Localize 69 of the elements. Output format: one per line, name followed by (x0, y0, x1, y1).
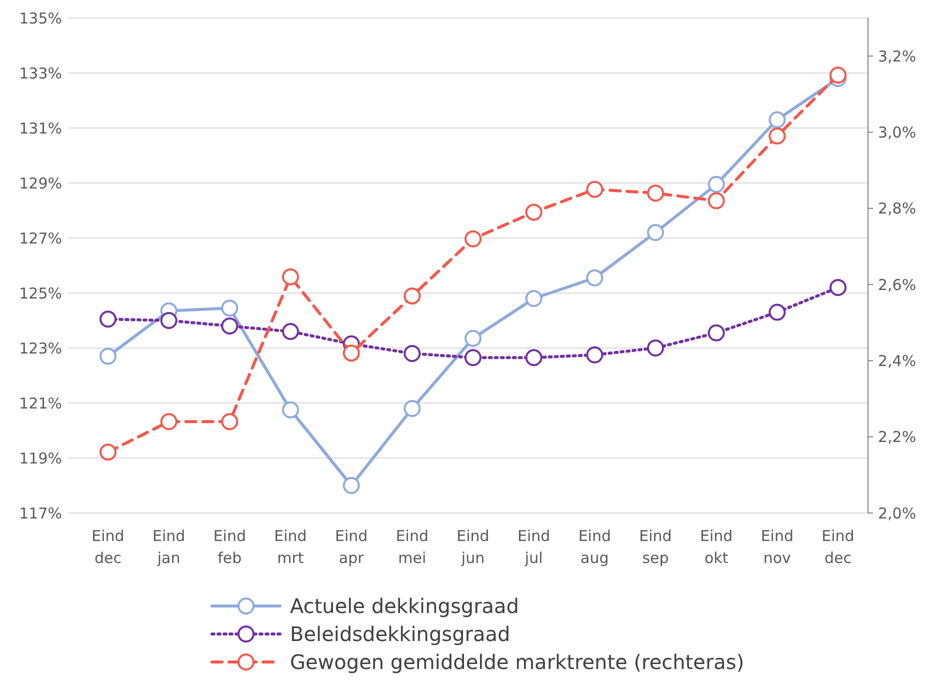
y-tick-label: 127% (19, 229, 62, 248)
legend-label: Gewogen gemiddelde marktrente (rechteras) (290, 650, 744, 674)
point (282, 323, 299, 340)
point (525, 349, 542, 366)
y-tick-label: 133% (19, 64, 62, 82)
y-tick-label: 131% (19, 119, 62, 138)
point (282, 268, 299, 286)
x-tick-label: Eind mei (396, 527, 429, 567)
point (768, 128, 786, 145)
point (342, 477, 360, 494)
point (464, 330, 482, 347)
point (768, 304, 786, 321)
point (221, 413, 238, 430)
point (586, 346, 604, 364)
y2-tick-label: 2,2% (878, 428, 916, 446)
y2-tick-label: 3,0% (878, 123, 916, 142)
x-tick-label: Eind aug (578, 527, 612, 567)
point (404, 287, 421, 304)
point (342, 344, 360, 362)
point (100, 348, 116, 365)
x-tick-label: Eind mrt (274, 527, 307, 567)
point (768, 111, 786, 128)
x-tick-label: Eind apr (334, 527, 368, 567)
point (160, 312, 178, 329)
y2-tick-label: 3,2% (878, 47, 916, 66)
y-tick-label: 135% (19, 9, 62, 28)
legend-label: Actuele dekkingsgraad (290, 594, 520, 618)
x-tick-label: Eind jun (456, 527, 490, 567)
y-tick-label: 125% (19, 284, 62, 302)
point (647, 184, 664, 202)
point (464, 349, 482, 366)
point (160, 413, 178, 430)
point (830, 66, 846, 84)
point (404, 345, 421, 362)
y2-tick-label: 2,0% (878, 504, 916, 522)
point (708, 192, 725, 210)
point (404, 400, 421, 417)
point (464, 230, 482, 248)
point (586, 269, 604, 286)
x-tick-label: Eind nov (760, 527, 794, 567)
x-tick-label: Eind jul (517, 527, 550, 567)
point (100, 444, 116, 461)
y2-tick-label: 2,4% (878, 352, 916, 370)
point (100, 310, 116, 328)
y-tick-label: 117% (19, 504, 62, 522)
point (830, 279, 846, 296)
y-tick-label: 121% (19, 394, 62, 412)
legend-label: Beleidsdekkingsgraad (290, 622, 510, 646)
y-tick-label: 119% (19, 449, 62, 468)
x-tick-label: Eind jan (152, 527, 186, 567)
y2-tick-label: 2,8% (878, 200, 916, 218)
x-tick-label: Eind dec (92, 527, 124, 567)
x-tick-label: Eind dec (822, 527, 854, 567)
y-tick-label: 129% (19, 174, 62, 192)
point (708, 324, 725, 342)
point (525, 290, 542, 307)
point (525, 204, 542, 221)
point (708, 176, 725, 193)
point (647, 340, 664, 356)
x-tick-label: Eind okt (700, 527, 733, 567)
x-tick-label: Eind feb (213, 527, 246, 567)
point (282, 401, 299, 418)
point (586, 180, 604, 198)
point (221, 300, 238, 317)
y-tick-label: 123% (19, 339, 62, 358)
point (647, 224, 664, 241)
point (221, 318, 238, 334)
x-tick-label: Eind sep (639, 527, 672, 567)
y2-tick-label: 2,6% (878, 276, 916, 294)
